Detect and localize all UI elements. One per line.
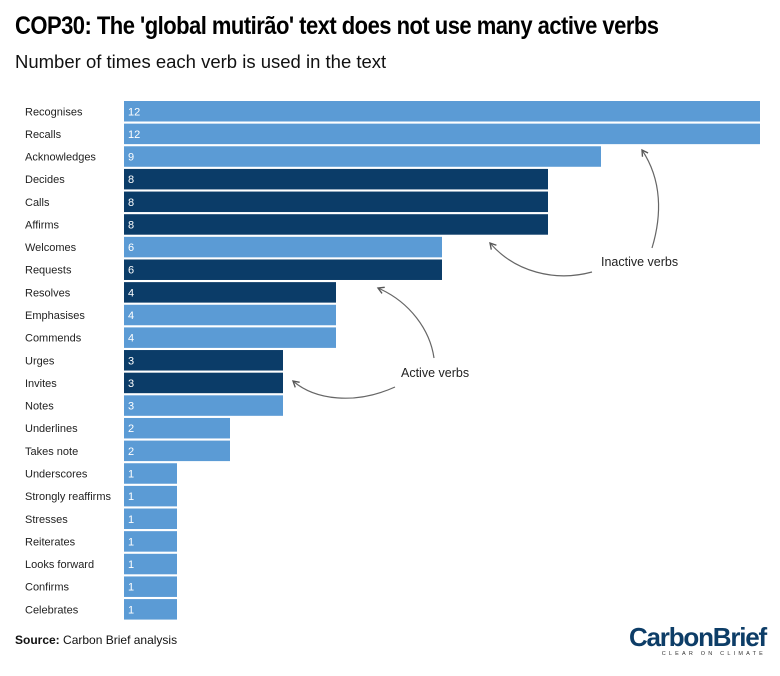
source-text: Carbon Brief analysis (63, 633, 178, 647)
category-label: Invites (25, 378, 57, 390)
value-label: 3 (128, 401, 134, 413)
bar-active (124, 168, 548, 190)
bar-active (124, 350, 283, 371)
category-label: Decides (25, 174, 65, 186)
value-label: 8 (128, 197, 134, 209)
bar-inactive (124, 101, 760, 122)
value-label: 12 (128, 129, 140, 141)
category-label: Requests (25, 265, 72, 277)
bar-inactive (124, 485, 177, 507)
bar-inactive (124, 531, 177, 552)
inactive-arrow-upper (641, 148, 660, 249)
category-label: Celebrates (25, 604, 79, 616)
category-label: Underscores (25, 468, 88, 480)
value-label: 2 (128, 423, 134, 435)
category-label: Underlines (25, 423, 78, 435)
category-label: Strongly reaffirms (25, 491, 111, 503)
bar-active (124, 191, 548, 213)
bar-inactive (124, 553, 177, 575)
logo-tagline: CLEAR ON CLIMATE (661, 651, 766, 657)
value-label: 6 (128, 242, 134, 254)
source-note: Source: Carbon Brief analysis (15, 633, 177, 647)
active-arrow-upper (376, 286, 435, 359)
bar-active (124, 259, 442, 280)
category-label: Reiterates (25, 536, 76, 548)
category-label: Affirms (25, 219, 60, 231)
value-label: 3 (128, 355, 134, 367)
chart-subtitle: Number of times each verb is used in the… (15, 51, 387, 72)
value-label: 9 (128, 152, 134, 164)
bar-inactive (124, 327, 336, 348)
bar-active (124, 214, 548, 235)
carbon-brief-logo: CarbonBrief CLEAR ON CLIMATE (628, 622, 767, 658)
category-label: Urges (25, 355, 55, 367)
value-label: 1 (128, 468, 134, 480)
category-label: Emphasises (25, 310, 85, 322)
chart-title: COP30: The 'global mutirão' text does no… (15, 12, 659, 40)
inactive-arrow-lower (489, 241, 593, 277)
value-label: 1 (128, 582, 134, 594)
bar-inactive (124, 576, 177, 597)
category-label: Commends (25, 333, 82, 345)
value-label: 1 (128, 604, 134, 616)
bar-inactive (124, 236, 442, 258)
category-label: Calls (25, 197, 50, 209)
value-label: 1 (128, 514, 134, 526)
category-label: Resolves (25, 287, 71, 299)
bar-active (124, 282, 336, 303)
value-label: 1 (128, 559, 134, 571)
category-label: Confirms (25, 582, 70, 594)
bar-inactive (124, 417, 230, 439)
value-label: 2 (128, 446, 134, 458)
category-label: Notes (25, 401, 54, 413)
active-verbs-annotation: Active verbs (401, 366, 469, 380)
bar-inactive (124, 304, 336, 326)
bar-active (124, 372, 283, 394)
category-label: Recognises (25, 106, 83, 118)
value-label: 6 (128, 265, 134, 277)
category-label: Looks forward (25, 559, 94, 571)
active-arrow-lower (291, 380, 396, 399)
inactive-verbs-annotation: Inactive verbs (601, 255, 678, 269)
source-label: Source: (15, 633, 60, 647)
value-label: 3 (128, 378, 134, 390)
value-label: 1 (128, 491, 134, 503)
category-label: Acknowledges (25, 152, 96, 164)
bar-inactive (124, 146, 601, 167)
category-label: Takes note (25, 446, 78, 458)
value-label: 8 (128, 219, 134, 231)
bar-inactive (124, 508, 177, 530)
bar-inactive (124, 463, 177, 484)
bar-inactive (124, 123, 760, 145)
value-label: 12 (128, 106, 140, 118)
value-label: 4 (128, 287, 134, 299)
category-label: Stresses (25, 514, 68, 526)
value-label: 8 (128, 174, 134, 186)
value-label: 4 (128, 310, 134, 322)
value-label: 1 (128, 536, 134, 548)
bar-inactive (124, 440, 230, 462)
bar-inactive (124, 395, 283, 416)
logo-wordmark: CarbonBrief (628, 622, 767, 652)
bar-inactive (124, 599, 177, 620)
value-label: 4 (128, 333, 134, 345)
category-label: Welcomes (25, 242, 77, 254)
category-label: Recalls (25, 129, 62, 141)
